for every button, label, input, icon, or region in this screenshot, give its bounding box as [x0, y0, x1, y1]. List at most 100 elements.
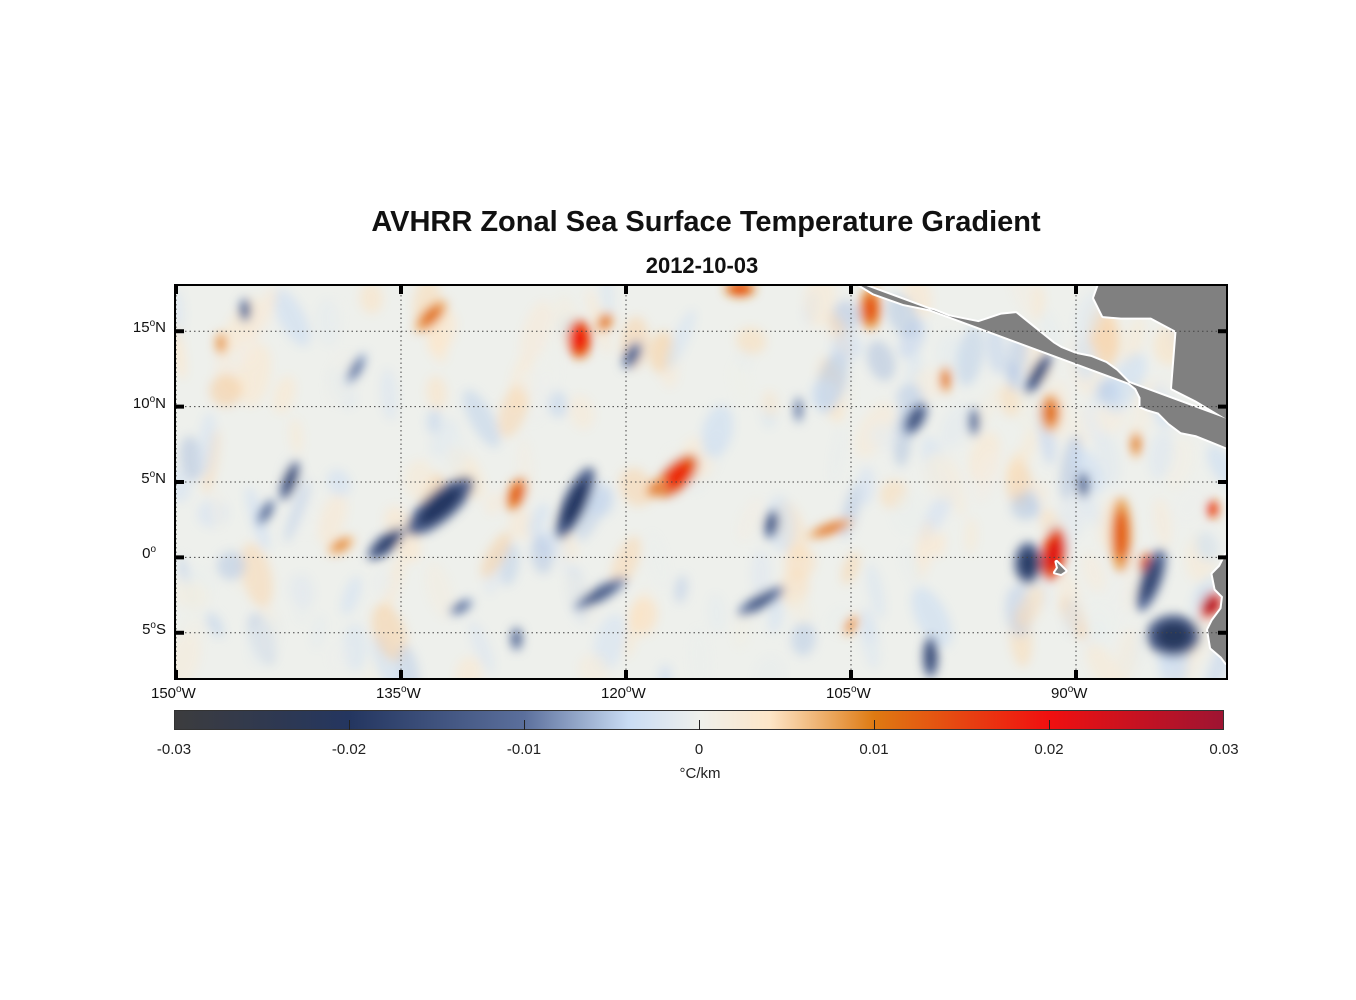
background-anomaly: [972, 451, 1002, 503]
background-anomaly: [325, 350, 359, 407]
colorbar-tick: [874, 720, 875, 730]
background-anomaly: [689, 626, 711, 678]
background-anomaly: [866, 340, 896, 381]
background-anomaly: [964, 517, 978, 555]
background-anomaly: [426, 375, 447, 410]
anomaly-blob: [1019, 549, 1037, 578]
background-anomaly: [425, 561, 454, 620]
background-anomaly: [1205, 634, 1226, 678]
background-anomaly: [484, 491, 504, 515]
background-anomaly: [315, 298, 340, 347]
anomaly-blob: [1203, 596, 1219, 615]
background-anomaly: [1010, 492, 1039, 521]
background-anomaly: [1148, 430, 1174, 480]
colorbar-tick-label: 0.03: [1209, 741, 1239, 758]
lat-tick-label: 5oS: [142, 619, 166, 638]
lon-tick-label: 120oW: [601, 684, 646, 702]
background-anomaly: [246, 287, 278, 342]
anomaly-blob: [907, 407, 924, 430]
anomaly-blob: [420, 305, 442, 327]
background-anomaly: [999, 384, 1020, 417]
anomaly-blob: [417, 486, 463, 526]
background-anomaly: [1082, 405, 1107, 446]
background-anomaly: [569, 394, 595, 430]
background-anomaly: [658, 664, 673, 678]
anomaly-blob: [625, 346, 639, 365]
background-anomaly: [956, 325, 984, 387]
background-anomaly: [342, 623, 368, 672]
background-anomaly: [830, 332, 862, 362]
background-anomaly: [1009, 286, 1040, 319]
colorbar-tick-label: 0: [694, 741, 704, 758]
chart-title: AVHRR Zonal Sea Surface Temperature Grad…: [371, 206, 1041, 238]
background-anomaly: [326, 469, 351, 497]
background-anomaly: [397, 645, 420, 678]
background-anomaly: [1082, 595, 1115, 650]
background-anomaly: [1081, 552, 1106, 592]
background-anomaly: [729, 361, 753, 406]
background-anomaly: [1020, 427, 1037, 465]
background-anomaly: [273, 289, 311, 347]
anomaly-blob: [283, 467, 297, 494]
background-anomaly: [804, 286, 836, 328]
background-anomaly: [176, 631, 201, 678]
background-anomaly: [1153, 497, 1172, 548]
lon-tick-label: 90oW: [1051, 684, 1088, 702]
background-anomaly: [565, 571, 596, 623]
land-galapagos: [1053, 559, 1068, 576]
background-anomaly: [359, 286, 383, 314]
background-anomaly: [557, 533, 571, 576]
background-anomaly: [865, 639, 882, 665]
anomaly-blob: [1208, 503, 1217, 516]
background-anomaly: [610, 536, 642, 589]
background-anomaly: [1085, 642, 1122, 678]
background-anomaly: [866, 563, 885, 620]
lon-tick-label: 105oW: [826, 684, 871, 702]
anomaly-blob: [512, 630, 521, 647]
background-anomaly: [273, 375, 296, 414]
background-anomaly: [1071, 446, 1105, 494]
anomaly-blob: [259, 503, 273, 522]
background-anomaly: [211, 488, 224, 530]
background-anomaly: [628, 597, 658, 635]
background-anomaly: [440, 426, 468, 473]
colorbar-tick-label: 0.01: [859, 741, 889, 758]
background-anomaly: [762, 390, 779, 417]
anomaly-blob: [814, 522, 846, 536]
anomaly-blob: [766, 514, 777, 535]
background-anomaly: [788, 593, 811, 625]
background-anomaly: [531, 365, 562, 426]
colorbar-tick: [1049, 720, 1050, 730]
background-anomaly: [539, 334, 559, 387]
anomaly-blob: [970, 411, 978, 432]
background-anomaly: [924, 454, 954, 503]
lon-tick-label: 135oW: [376, 684, 421, 702]
background-anomaly: [426, 408, 442, 434]
anomaly-blob: [795, 400, 802, 419]
background-anomaly: [247, 614, 282, 666]
background-anomaly: [1122, 316, 1146, 370]
background-anomaly: [1005, 450, 1024, 484]
background-anomaly: [197, 411, 216, 477]
background-anomaly: [455, 656, 483, 678]
anomaly-blob: [571, 325, 588, 352]
anomaly-blob: [349, 358, 363, 380]
background-anomaly: [317, 493, 347, 545]
background-anomaly: [1206, 444, 1226, 487]
background-anomaly: [593, 613, 627, 671]
colorbar-tick-label: -0.03: [156, 741, 192, 758]
background-anomaly: [841, 551, 860, 585]
anomaly-blob: [331, 538, 351, 552]
background-anomaly: [1195, 531, 1219, 562]
anomaly-blob: [452, 601, 470, 613]
background-anomaly: [179, 435, 203, 482]
anomaly-blob: [1141, 559, 1161, 601]
background-anomaly: [869, 423, 898, 450]
colorbar-tick-label: -0.01: [506, 741, 542, 758]
anomaly-blob: [649, 481, 663, 495]
background-anomaly: [311, 614, 326, 650]
anomaly-blob: [241, 302, 249, 319]
background-anomaly: [619, 467, 653, 507]
anomaly-blob: [1114, 509, 1128, 560]
background-anomaly: [289, 417, 304, 455]
